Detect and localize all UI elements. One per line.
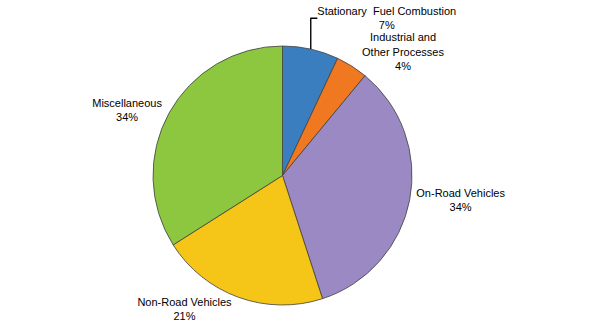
svg-text:On-Road Vehicles34%: On-Road Vehicles34%	[416, 187, 505, 213]
svg-text:Stationary Fuel Combustion7%: Stationary Fuel Combustion7%	[317, 5, 456, 31]
svg-text:Industrial andOther Processes4: Industrial andOther Processes4%	[362, 31, 444, 72]
svg-text:Miscellaneous34%: Miscellaneous34%	[92, 97, 162, 123]
svg-text:Non-Road Vehicles21%: Non-Road Vehicles21%	[137, 296, 232, 322]
